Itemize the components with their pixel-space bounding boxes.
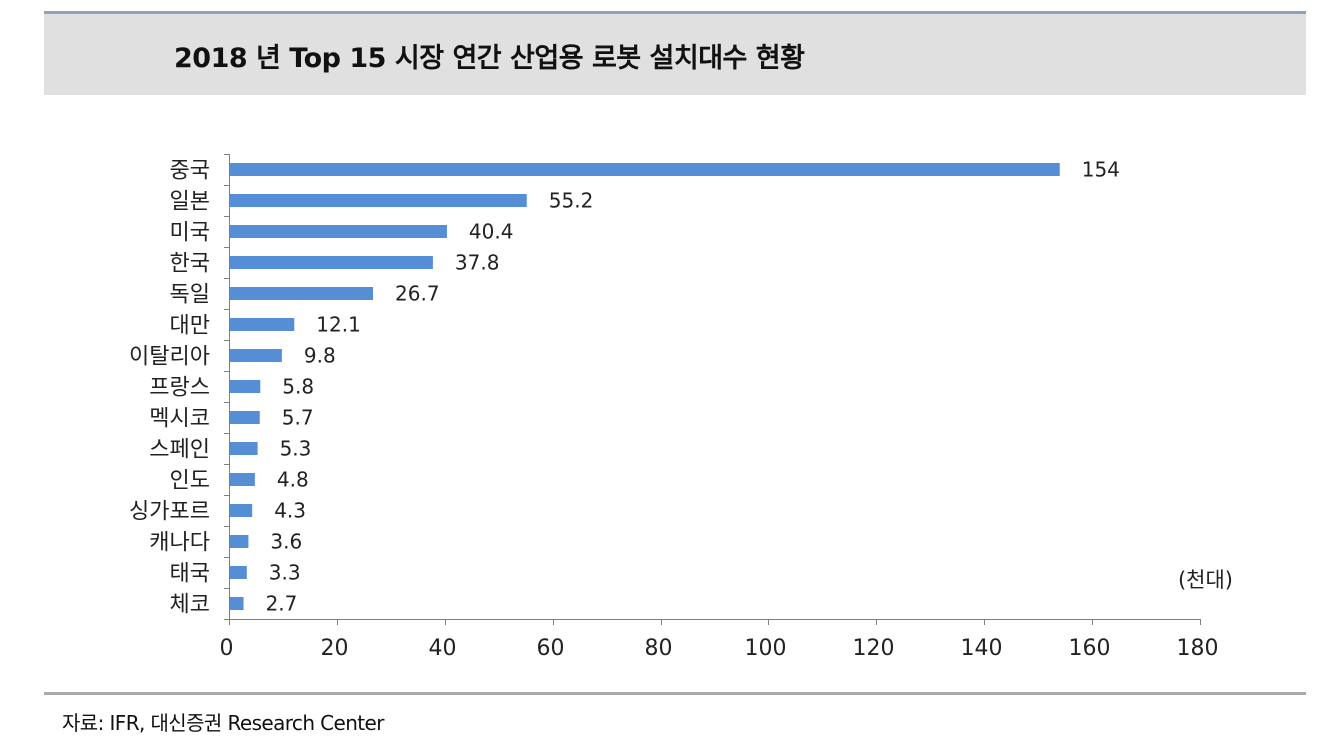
value-label: 3.3 [269,561,301,585]
category-label: 인도 [170,469,210,494]
bar [230,411,260,424]
x-tick-label: 40 [429,636,457,661]
category-label: 중국 [170,159,210,184]
value-label: 12.1 [316,313,361,337]
bar [230,256,433,269]
bar [230,442,258,455]
category-label: 태국 [170,562,210,587]
category-label: 대만 [170,314,210,339]
x-tick-label: 20 [321,636,349,661]
value-label: 3.6 [270,530,302,554]
value-label: 37.8 [455,251,500,275]
bar [230,287,374,300]
source-note: 자료: IFR, 대신증권 Research Center [62,711,384,735]
bar [230,535,249,548]
x-tick-label: 60 [537,636,565,661]
unit-label: (천대) [1178,568,1233,592]
bar [230,194,527,207]
title-band: 2018 년 Top 15 시장 연간 산업용 로봇 설치대수 현황 [44,14,1306,95]
bottom-rule [44,692,1306,695]
x-tick-label: 160 [1069,636,1111,661]
bar [230,597,244,610]
category-label: 싱가포르 [129,500,210,525]
bar [230,318,295,331]
bar [230,473,255,486]
value-label: 5.7 [282,406,314,430]
value-label: 40.4 [469,220,514,244]
category-label: 미국 [170,221,210,246]
x-tick-label: 0 [220,636,234,661]
category-label: 이탈리아 [129,345,210,370]
value-label: 55.2 [549,189,594,213]
category-label: 프랑스 [149,376,210,401]
bar [230,380,261,393]
x-tick-label: 100 [745,636,787,661]
category-label: 독일 [170,283,210,308]
category-label: 멕시코 [149,407,210,432]
bar [230,163,1060,176]
value-label: 5.3 [280,437,312,461]
bar [230,225,447,238]
bar [230,566,247,579]
category-label: 스페인 [149,438,210,463]
value-label: 2.7 [266,592,298,616]
top-rule [44,11,1306,14]
category-label: 한국 [170,252,210,277]
x-tick-label: 120 [853,636,895,661]
bar [230,349,282,362]
bar [230,504,253,517]
category-label: 체코 [170,593,210,618]
value-label: 9.8 [304,344,336,368]
value-label: 26.7 [395,282,440,306]
chart-title: 2018 년 Top 15 시장 연간 산업용 로봇 설치대수 현황 [174,43,805,74]
x-tick-label: 80 [645,636,673,661]
x-tick-label: 140 [961,636,1003,661]
value-label: 5.8 [282,375,314,399]
value-label: 4.3 [274,499,306,523]
value-label: 154 [1082,158,1120,182]
category-label: 일본 [170,190,210,215]
x-tick-label: 180 [1177,636,1219,661]
value-label: 4.8 [277,468,309,492]
category-label: 캐나다 [149,531,210,556]
